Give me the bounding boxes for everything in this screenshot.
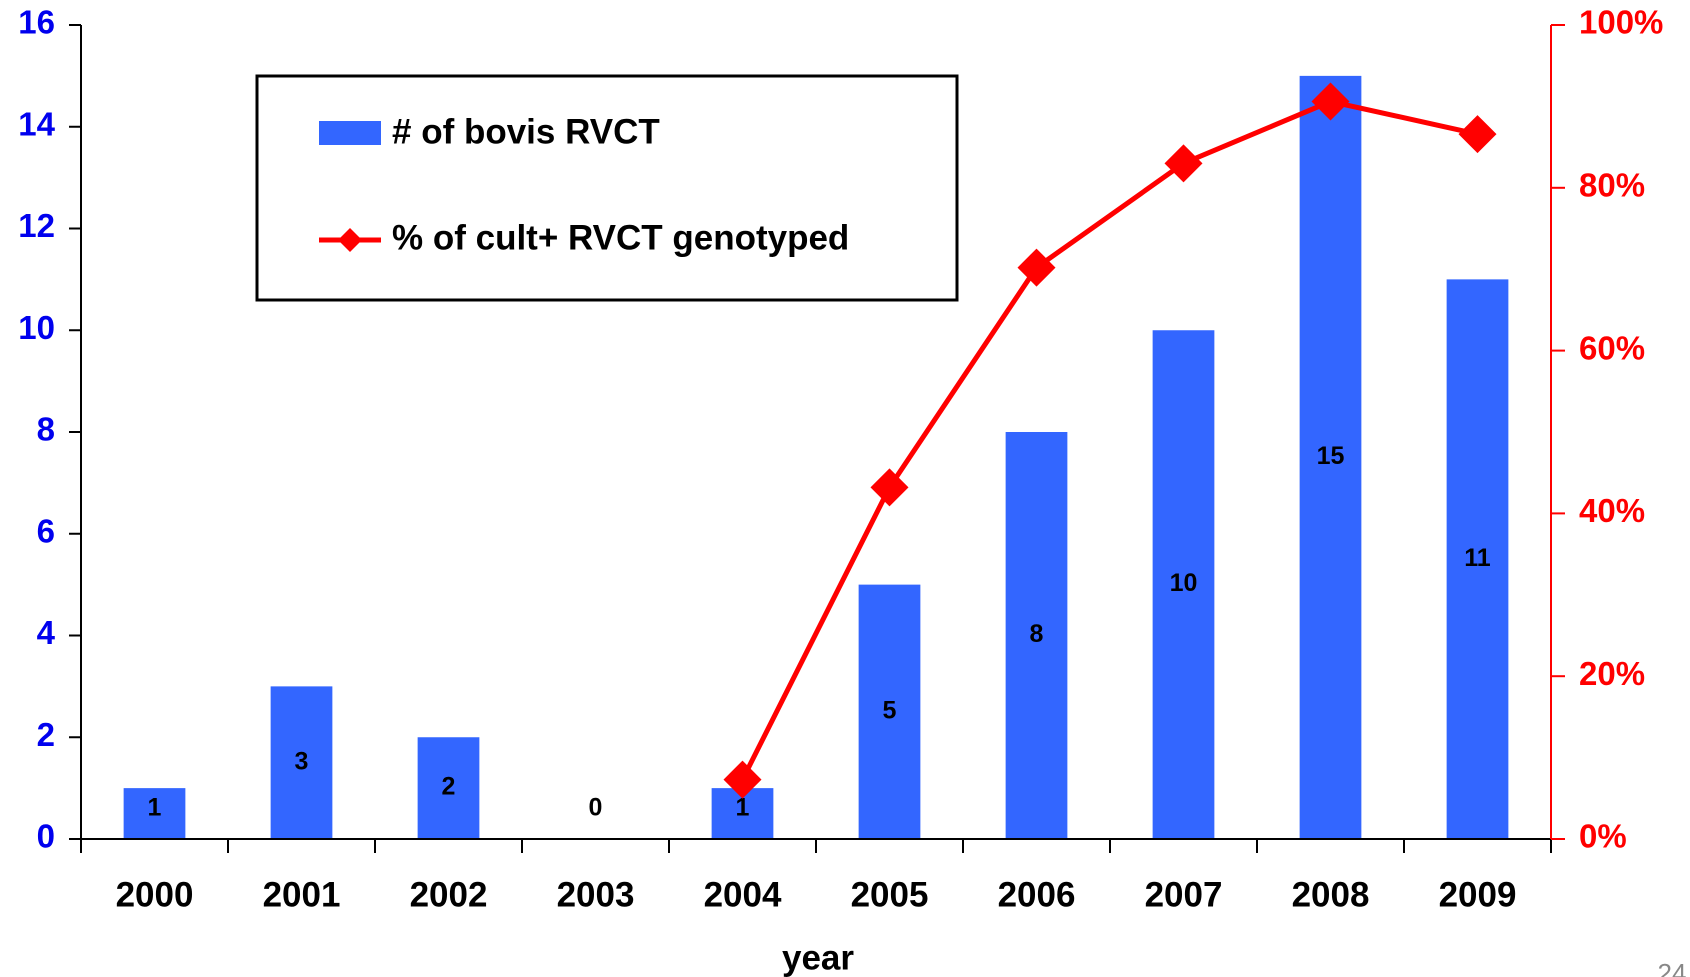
y2-tick-label: 100% (1579, 4, 1663, 41)
data-label: 0 (589, 794, 603, 822)
bar (858, 584, 921, 839)
line-marker (1311, 82, 1350, 121)
bar (1446, 279, 1509, 839)
legend-label: # of bovis RVCT (392, 112, 660, 151)
x-tick-label: 2004 (704, 875, 782, 914)
y2-tick-label: 80% (1579, 167, 1645, 204)
page-number: 24 (1658, 958, 1687, 977)
x-axis-label: year (782, 938, 854, 977)
y-tick-label: 2 (37, 716, 55, 753)
data-label: 2 (442, 773, 456, 801)
x-tick-label: 2008 (1292, 875, 1370, 914)
x-tick-label: 2003 (557, 875, 635, 914)
x-tick-label: 2000 (116, 875, 194, 914)
legend-box (255, 74, 959, 302)
bar (1152, 330, 1215, 839)
line-marker (1017, 248, 1056, 287)
legend-swatch (319, 121, 381, 145)
y-tick-label: 4 (37, 614, 56, 651)
data-label: 15 (1317, 442, 1345, 470)
bar (417, 737, 480, 839)
bar (1299, 75, 1362, 839)
y-tick-label: 10 (18, 309, 55, 346)
x-tick-label: 2007 (1145, 875, 1223, 914)
bar (1005, 432, 1068, 839)
y2-tick-label: 40% (1579, 492, 1645, 529)
data-label: 10 (1170, 569, 1198, 597)
y-tick-label: 0 (37, 818, 55, 855)
data-label: 3 (295, 747, 309, 775)
x-tick-label: 2005 (851, 875, 929, 914)
y2-tick-label: 60% (1579, 329, 1645, 366)
y2-tick-label: 20% (1579, 655, 1645, 692)
line-marker (870, 468, 909, 507)
x-tick-label: 2002 (410, 875, 488, 914)
y-tick-label: 12 (18, 207, 55, 244)
y2-tick-label: 0% (1579, 818, 1627, 855)
y-tick-label: 16 (18, 4, 55, 41)
line-marker (723, 760, 762, 799)
bar (270, 686, 333, 839)
x-tick-label: 2009 (1439, 875, 1517, 914)
data-label: 1 (736, 794, 750, 822)
y-tick-label: 14 (18, 105, 55, 142)
x-tick-label: 2006 (998, 875, 1076, 914)
legend-label: % of cult+ RVCT genotyped (392, 218, 849, 257)
bar (123, 788, 186, 839)
line-marker (1164, 144, 1203, 183)
data-label: 8 (1030, 620, 1044, 648)
data-label: 5 (883, 696, 897, 724)
x-tick-label: 2001 (263, 875, 341, 914)
data-label: 11 (1464, 544, 1491, 572)
line (740, 98, 1479, 781)
legend-marker (338, 228, 362, 252)
y-tick-label: 8 (37, 411, 55, 448)
line-marker (1458, 115, 1497, 154)
y-tick-label: 6 (37, 512, 55, 549)
data-label: 1 (148, 794, 162, 822)
